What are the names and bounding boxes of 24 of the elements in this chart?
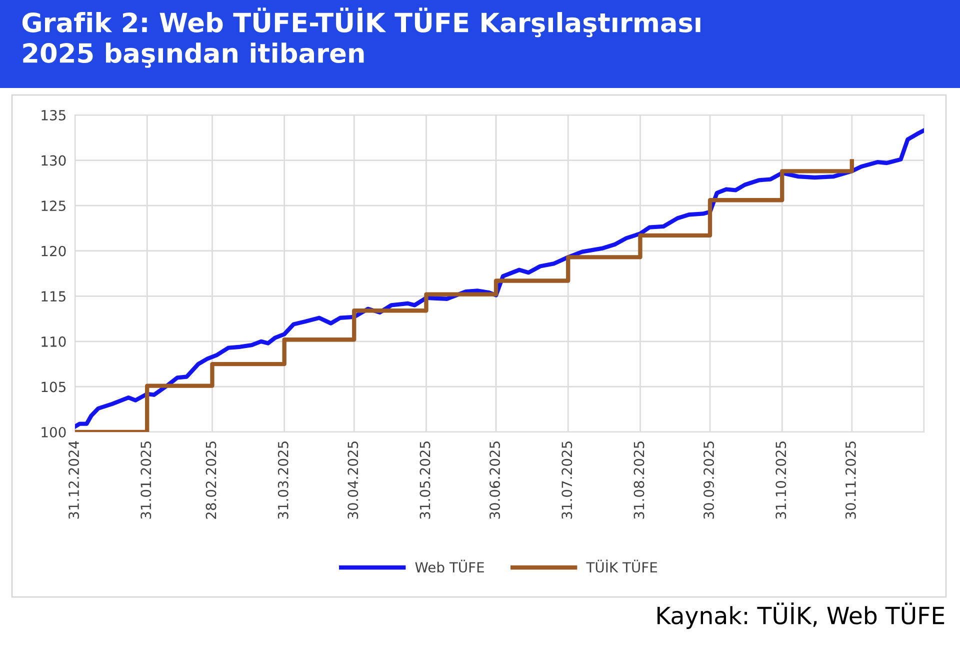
x-tick-label: 31.01.2025 [140,442,152,519]
x-tick-label: 31.05.2025 [420,442,430,519]
x-tick-label: 30.06.2025 [490,442,500,519]
y-tick-label: 135 [42,110,66,120]
x-tick-label: 30.11.2025 [845,442,856,519]
x-tick-label: 30.09.2025 [704,442,714,519]
x-tick-label: 31.10.2025 [776,442,786,519]
y-tick-label: 120 [42,246,66,256]
y-tick-label: 130 [42,155,66,166]
y-tick-label: 110 [42,336,66,347]
y-tick-label: 100 [42,426,66,438]
chart-title: Grafik 2: Web TÜFE-TÜİK TÜFE Karşılaştırması 2025 başından itibaren [22,8,700,68]
text: Kaynak: TÜİK, Web TÜFE [658,602,944,629]
x-tick-label: 31.08.2025 [634,442,644,519]
y-tick-label: 115 [42,291,66,302]
y-tick-label: 105 [42,382,66,392]
x-tick-label: 28.02.2025 [206,442,216,519]
x-tick-label: 30.04.2025 [348,442,358,519]
legend-label: TÜİK TÜFE [586,560,658,573]
legend-label: Web TÜFE [415,560,484,573]
y-tick-label: 125 [42,200,66,212]
x-tick-label: 31.03.2025 [278,442,288,519]
x-tick-label: 31.07.2025 [562,442,572,519]
x-tick-label: 31.12.2024 [68,441,80,519]
